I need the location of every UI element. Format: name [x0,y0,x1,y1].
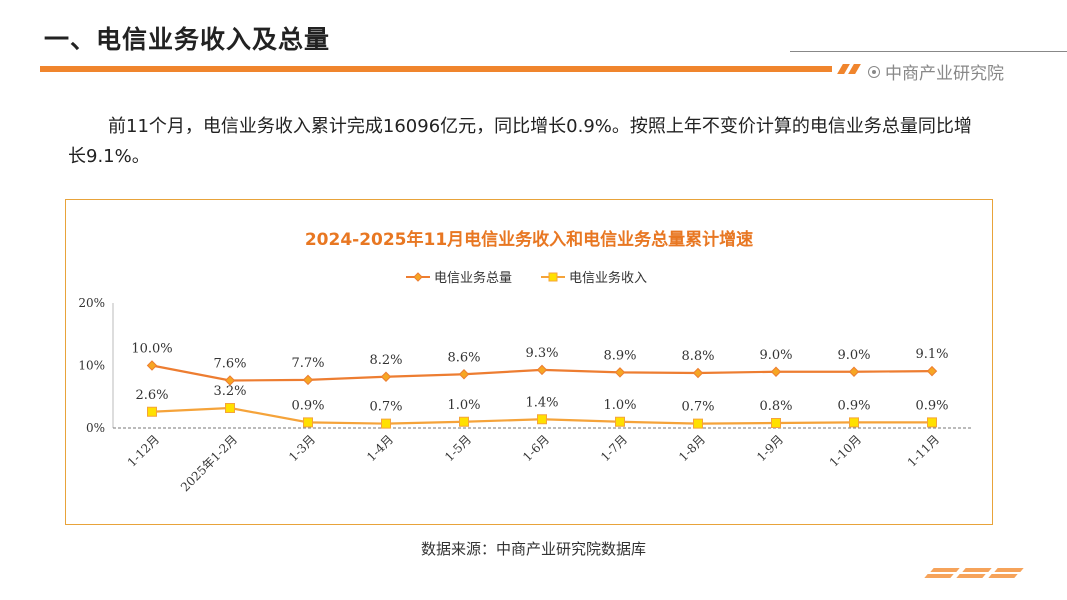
data-point-total [770,366,782,377]
x-tick-label: 1-6月 [520,432,552,464]
x-tick-label: 1-5月 [442,432,474,464]
data-label-income: 0.9% [915,398,948,413]
header-slash-decoration [848,64,861,74]
data-label-total: 9.3% [525,346,558,361]
data-label-income: 0.9% [837,398,870,413]
page-title: 一、电信业务收入及总量 [44,25,331,54]
data-point-income [147,406,157,417]
data-label-total: 9.1% [915,347,948,362]
data-point-income [849,417,859,428]
data-label-total: 8.9% [603,348,636,363]
data-label-total: 7.7% [291,356,324,371]
brand-logo-icon [868,65,880,78]
data-label-total: 8.6% [447,350,480,365]
data-label-income: 0.9% [291,398,324,413]
data-label-income: 0.7% [681,400,714,415]
data-label-total: 8.8% [681,349,714,364]
data-label-income: 1.4% [525,395,558,410]
data-point-total [536,364,548,376]
data-point-income [771,418,781,428]
data-point-total [692,367,704,379]
data-source-note: 数据来源：中商产业研究院数据库 [420,540,646,558]
data-point-total [302,374,314,386]
x-tick-label: 2025年1-2月 [178,432,240,494]
data-point-income [693,418,703,429]
x-tick-label: 1-11月 [905,432,942,469]
x-tick-label: 1-10月 [827,432,864,469]
legend-marker-diamond [413,272,423,282]
data-label-total: 10.0% [131,342,172,357]
y-tick-label: 0% [86,421,105,435]
legend-marker-square [548,272,558,282]
data-label-total: 7.6% [213,357,246,372]
data-point-total [146,360,158,371]
data-label-income: 3.2% [213,384,246,399]
data-label-total: 8.2% [369,353,402,368]
header-divider-line [790,51,1067,52]
data-label-total: 9.0% [837,348,870,363]
chart-frame: 2024-2025年11月电信业务收入和电信业务总量累计增速电信业务总量 电信业务… [65,199,993,525]
brand: 中商产业研究院 [868,59,1004,84]
y-tick-label: 10% [78,359,105,373]
x-tick-label: 1-4月 [364,432,396,464]
x-tick-label: 1-9月 [754,432,786,464]
y-tick-label: 20% [78,296,105,310]
header-accent-bar [40,66,832,72]
data-point-total [848,366,860,377]
data-label-income: 1.0% [603,398,636,413]
data-point-total [614,367,626,378]
data-point-income [303,417,313,428]
brand-name: 中商产业研究院 [885,64,1004,84]
data-label-income: 2.6% [135,388,168,403]
x-tick-label: 1-12月 [125,432,162,469]
x-tick-label: 1-3月 [286,432,318,464]
chart-title: 2024-2025年11月电信业务收入和电信业务总量累计增速 [305,229,753,250]
data-point-total [926,365,938,377]
data-label-total: 9.0% [759,348,792,363]
data-point-total [224,375,236,386]
data-point-total [458,369,470,380]
data-point-total [380,371,392,382]
data-point-income [615,416,625,427]
legend-label: 电信业务总量 [434,270,512,286]
legend-label: 电信业务收入 [569,270,647,286]
x-tick-label: 1-8月 [676,432,708,464]
data-point-income [537,414,547,425]
data-label-income: 0.7% [369,400,402,415]
x-tick-label: 1-7月 [598,432,630,464]
data-label-income: 1.0% [447,398,480,413]
data-label-income: 0.8% [759,399,792,414]
data-point-income [459,416,469,427]
data-point-income [225,403,235,413]
data-point-income [927,417,937,428]
data-point-income [381,418,391,429]
intro-paragraph: 前11个月，电信业务收入累计完成16096亿元，同比增长0.9%。按照上年不变价… [68,116,972,167]
